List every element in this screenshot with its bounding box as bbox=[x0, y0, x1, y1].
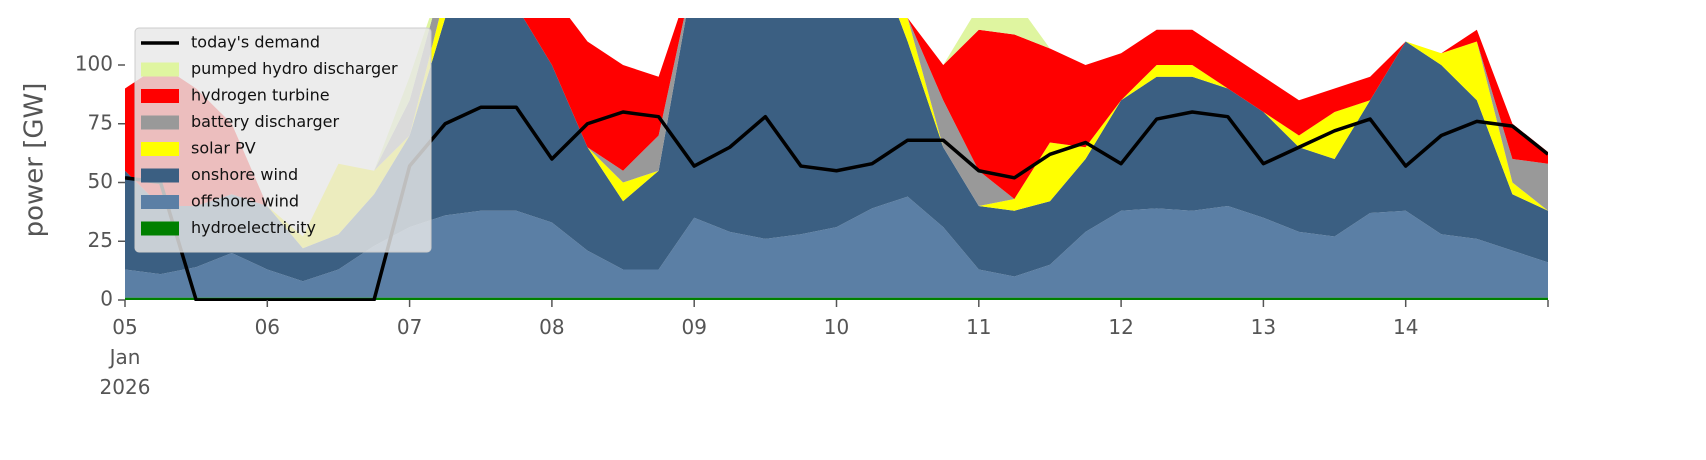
line bbox=[125, 105, 1548, 301]
y-tick-label: 100 bbox=[75, 52, 113, 76]
y-tick-label: 75 bbox=[88, 110, 113, 134]
legend-label: hydroelectricity bbox=[191, 218, 316, 237]
y-tick-label: 50 bbox=[88, 169, 113, 193]
x-tick-label: 14 bbox=[1393, 315, 1418, 339]
y-tick-label: 25 bbox=[88, 228, 113, 252]
x-tick-label: 05 Jan 2026 bbox=[100, 315, 151, 399]
x-tick-label: 08 bbox=[539, 315, 564, 339]
y-tick-label: 0 bbox=[100, 287, 113, 311]
legend-label: pumped hydro discharger bbox=[191, 59, 398, 78]
legend-label: today's demand bbox=[191, 33, 320, 52]
x-tick-label: 11 bbox=[966, 315, 991, 339]
legend-swatch bbox=[141, 115, 179, 130]
area bbox=[125, 196, 1548, 298]
legend-label: hydrogen turbine bbox=[191, 86, 330, 105]
x-tick-label: 06 bbox=[255, 315, 280, 339]
area bbox=[125, 18, 1548, 249]
x-tick-label: 07 bbox=[397, 315, 422, 339]
legend-box bbox=[134, 27, 432, 253]
legend-swatch bbox=[141, 195, 179, 209]
x-tick-label: 12 bbox=[1108, 315, 1133, 339]
legend-label: solar PV bbox=[191, 139, 256, 158]
legend-label: offshore wind bbox=[191, 192, 299, 211]
legend-label: onshore wind bbox=[191, 165, 298, 184]
x-tick-label: 13 bbox=[1251, 315, 1276, 339]
legend-swatch bbox=[141, 168, 179, 183]
x-tick-label: 10 bbox=[824, 315, 849, 339]
legend-swatch bbox=[141, 142, 179, 156]
legend-swatch bbox=[141, 221, 179, 236]
legend-swatch bbox=[141, 62, 179, 77]
legend-label: battery discharger bbox=[191, 112, 339, 131]
plot-area bbox=[125, 18, 1548, 301]
x-tick-label: 09 bbox=[681, 315, 706, 339]
legend-swatch bbox=[141, 89, 179, 103]
y-axis-label: power [GW] bbox=[20, 83, 50, 238]
area bbox=[125, 18, 1548, 282]
area bbox=[125, 297, 1548, 300]
